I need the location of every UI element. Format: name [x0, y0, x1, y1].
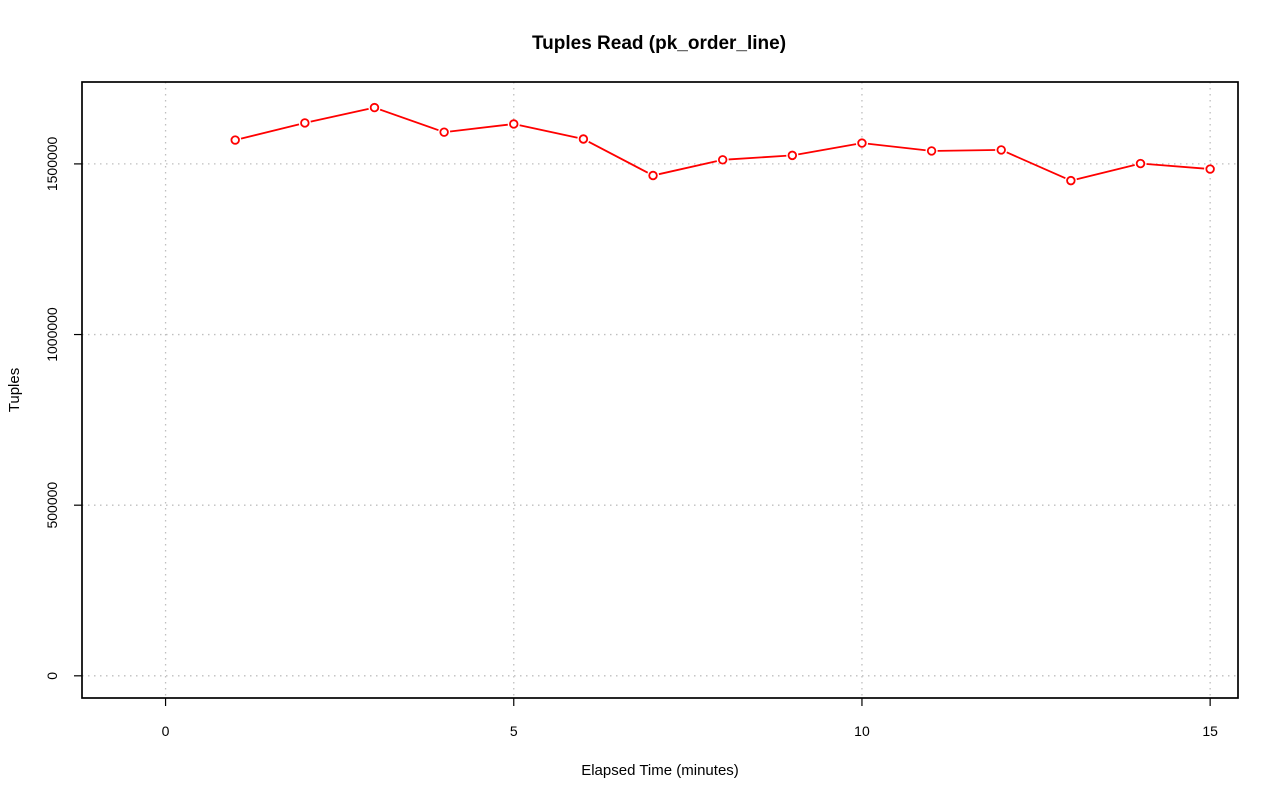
- series-line-segment: [728, 154, 787, 161]
- plot-frame: [81, 81, 1239, 699]
- series-line-segment: [1006, 151, 1066, 180]
- series-line-segment: [658, 160, 718, 176]
- data-point-marker: [300, 118, 310, 128]
- y-tick-label: 1500000: [44, 136, 60, 191]
- data-point-marker: [1205, 164, 1215, 174]
- series-line-segment: [240, 123, 300, 140]
- series-line-segment: [310, 108, 369, 123]
- data-point-marker: [578, 134, 589, 144]
- x-tick-label: 0: [162, 723, 170, 739]
- data-point-marker: [857, 138, 867, 148]
- series-line-segment: [519, 124, 578, 139]
- y-tick-label: 0: [44, 672, 60, 680]
- data-point-marker: [996, 145, 1006, 155]
- x-axis-label: Elapsed Time (minutes): [581, 762, 739, 779]
- series-line-segment: [588, 140, 649, 174]
- x-tick-label: 15: [1202, 723, 1218, 739]
- chart-title: Tuples Read (pk_order_line): [532, 33, 786, 54]
- data-point-marker: [439, 127, 449, 137]
- series-line-segment: [379, 108, 439, 132]
- grid-lines: [82, 82, 1238, 698]
- data-point-marker: [1066, 175, 1076, 186]
- data-point-marker: [1135, 158, 1146, 169]
- data-point-marker: [230, 135, 240, 145]
- series-line-segment: [1076, 164, 1135, 181]
- data-point-marker: [926, 146, 937, 156]
- y-tick-label: 500000: [44, 482, 60, 529]
- series-tuples-read: [230, 102, 1215, 186]
- y-axis: 0 500000 1000000 1500000: [44, 136, 82, 680]
- x-tick-label: 5: [510, 723, 518, 739]
- y-axis-label: Tuples: [6, 368, 23, 412]
- data-point-marker: [717, 155, 728, 165]
- series-line-segment: [1146, 163, 1205, 170]
- x-axis: 0 5 10 15: [162, 698, 1218, 739]
- y-tick-label: 1000000: [44, 307, 60, 362]
- data-point-marker: [369, 102, 380, 113]
- series-line-segment: [937, 149, 996, 152]
- data-point-marker: [648, 170, 658, 181]
- data-point-marker: [787, 150, 798, 161]
- series-line-segment: [449, 123, 508, 133]
- data-point-marker: [509, 119, 519, 129]
- series-line-segment: [867, 142, 926, 152]
- x-tick-label: 10: [854, 723, 870, 739]
- series-line-segment: [798, 143, 857, 156]
